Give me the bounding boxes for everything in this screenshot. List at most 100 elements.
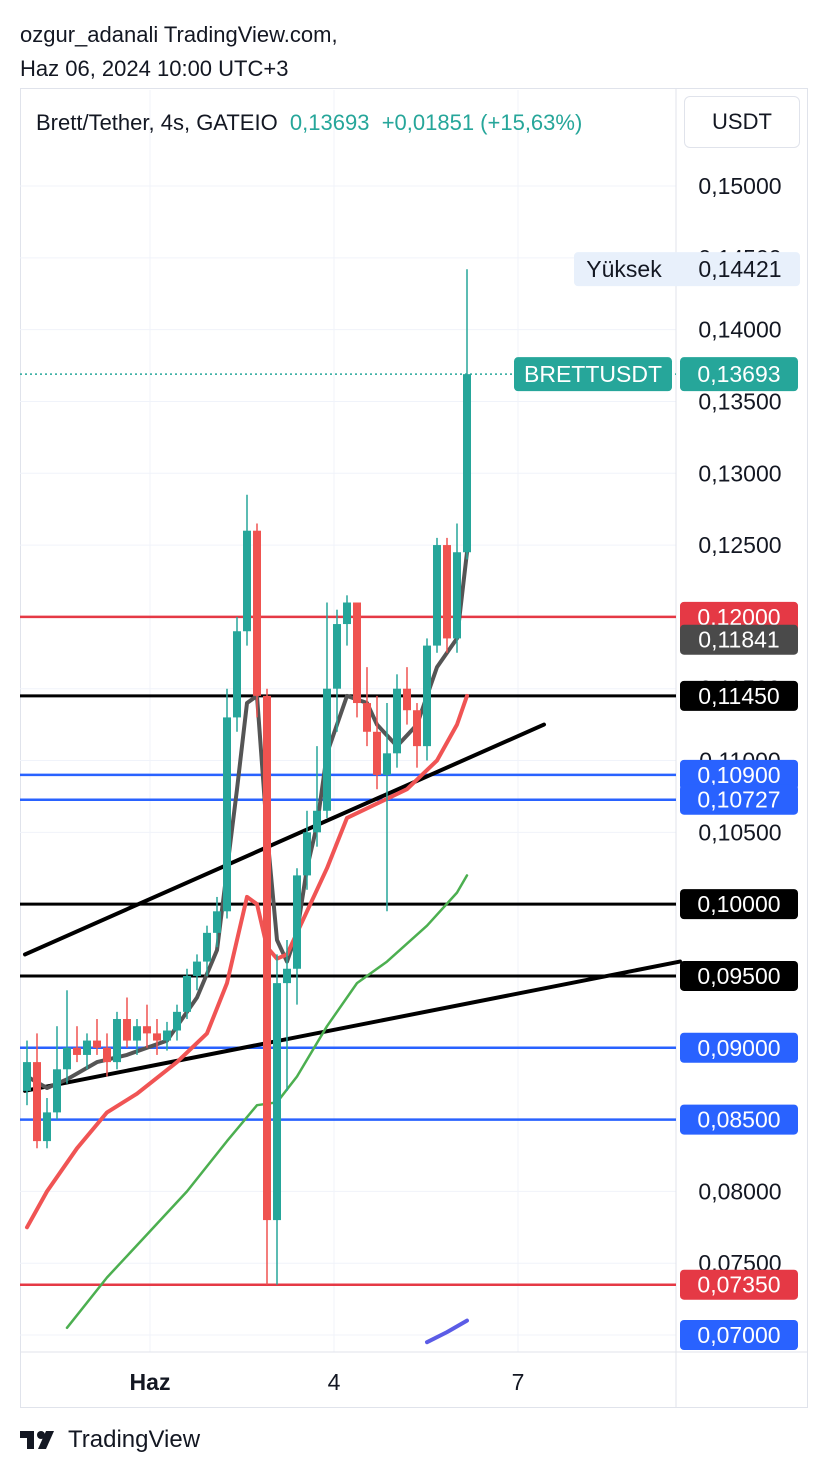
price-tick-label: 0,12500 <box>698 532 781 558</box>
level-label-bg <box>680 759 798 790</box>
candle-body <box>63 1047 71 1070</box>
level-label-bg <box>680 1032 798 1063</box>
candle-body <box>133 1026 141 1041</box>
horizontal-levels <box>20 373 676 1286</box>
level-label-bg <box>680 680 798 711</box>
level-label: 0,08500 <box>697 1107 780 1133</box>
candle-body <box>253 530 261 696</box>
candle-body <box>323 688 331 811</box>
time-tick-label: 4 <box>328 1369 341 1395</box>
trendlines <box>23 722 682 1093</box>
price-tick-label: 0,08000 <box>698 1178 781 1204</box>
candle-body <box>393 688 401 754</box>
level-label: 0,07000 <box>697 1322 780 1348</box>
candle-body <box>173 1011 181 1031</box>
candle-body <box>203 932 211 962</box>
price-change: +0,01851 (+15,63%) <box>381 110 583 135</box>
level-label: 0,09500 <box>697 963 780 989</box>
candle-body <box>53 1069 61 1113</box>
level-label: 0,11450 <box>698 683 779 709</box>
candle-body <box>243 530 251 632</box>
moving-average-purple <box>425 1318 469 1345</box>
candle-body <box>103 1047 111 1063</box>
price-tick-label: 0,13500 <box>698 388 781 414</box>
candle-body <box>183 975 191 1012</box>
time-tick-label: Haz <box>130 1369 171 1395</box>
symbol-legend: Brett/Tether, 4s, GATEIO 0,13693 +0,0185… <box>36 110 582 136</box>
candle-body <box>83 1040 91 1055</box>
high-label-name: Yüksek <box>586 256 662 282</box>
symbol-name: Brett/Tether, 4s, GATEIO <box>36 110 278 135</box>
candle-body <box>73 1047 81 1055</box>
symbol-tag: BRETTUSDT <box>524 361 662 387</box>
trendline <box>23 959 682 1093</box>
candle-body <box>293 875 301 969</box>
time-tick-label: 7 <box>512 1369 525 1395</box>
level-label: 0,10000 <box>697 891 780 917</box>
candle-body <box>43 1112 51 1142</box>
level-label: 0,11841 <box>698 627 779 653</box>
candle-body <box>193 961 201 976</box>
level-label-bg <box>680 1104 798 1135</box>
candle-body <box>303 832 311 876</box>
price-tick-label: 0,10500 <box>698 819 781 845</box>
symbol-tag-bg <box>514 357 672 392</box>
candle-body <box>283 968 291 984</box>
level-label: 0,10727 <box>697 787 780 813</box>
candle-body <box>333 624 341 689</box>
last-price: 0,13693 <box>289 110 370 135</box>
candle-body <box>463 374 471 553</box>
level-label-bg <box>680 1269 798 1300</box>
level-label-bg <box>680 960 798 991</box>
candle-body <box>113 1019 121 1063</box>
candle-body <box>263 695 271 1221</box>
high-label-bg <box>574 252 800 287</box>
tradingview-logo-icon <box>20 1431 54 1449</box>
last-price-label: 0,13693 <box>697 361 780 387</box>
price-tick-label: 0,14000 <box>698 317 781 343</box>
level-label-bg <box>680 1320 798 1350</box>
trendline <box>23 722 546 957</box>
level-label: 0,07350 <box>697 1272 780 1298</box>
level-label-bg <box>680 889 798 920</box>
price-axis: 0,150000,145000,140000,135000,130000,125… <box>514 173 800 1350</box>
level-label: 0,10900 <box>697 762 780 788</box>
candles <box>23 269 471 1285</box>
price-tick-label: 0,15000 <box>698 173 781 199</box>
candle-body <box>373 731 381 775</box>
candle-body <box>143 1026 151 1034</box>
candle-body <box>383 753 391 775</box>
candle-body <box>423 645 431 747</box>
candle-body <box>343 602 351 625</box>
level-label-bg <box>680 601 798 632</box>
candle-body <box>433 545 441 646</box>
candle-body <box>443 545 451 639</box>
level-label-bg <box>680 624 798 655</box>
candle-body <box>313 810 321 833</box>
level-label-bg <box>680 784 798 815</box>
candle-body <box>233 631 241 718</box>
candle-body <box>223 717 231 912</box>
high-label-value: 0,14421 <box>698 256 781 282</box>
candle-body <box>93 1040 101 1048</box>
price-tick-label: 0,13000 <box>698 460 781 486</box>
level-label: 0,09000 <box>697 1035 780 1061</box>
chart-datetime: Haz 06, 2024 10:00 UTC+3 <box>20 56 289 81</box>
candle-body <box>163 1030 171 1041</box>
tradingview-logo[interactable]: TradingView <box>20 1426 200 1454</box>
author-attribution: ozgur_adanali TradingView.com, <box>20 22 338 47</box>
candle-body <box>153 1033 161 1041</box>
chart-frame[interactable] <box>20 88 808 1408</box>
candle-body <box>273 983 281 1221</box>
currency-selector[interactable]: USDT <box>684 96 800 148</box>
moving-averages <box>25 550 469 1345</box>
candle-body <box>213 911 221 933</box>
candle-body <box>403 688 411 711</box>
candle-body <box>123 1019 131 1041</box>
footer-brand: TradingView <box>68 1426 201 1453</box>
last-price-label-bg <box>680 357 798 392</box>
candle-body <box>453 552 461 639</box>
candle-body <box>413 710 421 747</box>
candle-body <box>363 703 371 732</box>
